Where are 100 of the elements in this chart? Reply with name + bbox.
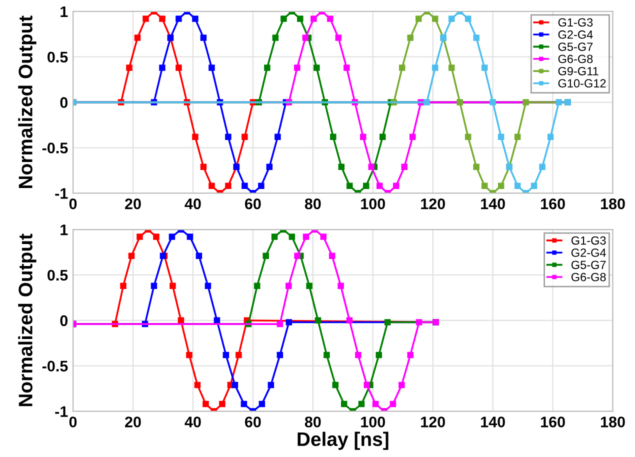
point: [186, 352, 192, 358]
point: [481, 182, 488, 190]
y-axis-title: Normalized Output: [18, 16, 36, 188]
point: [192, 134, 198, 140]
point: [194, 382, 201, 388]
point: [448, 16, 455, 22]
point: [208, 64, 215, 71]
x-tick-label: 160: [541, 416, 565, 428]
point: [355, 352, 362, 358]
point: [314, 64, 320, 71]
point: [344, 64, 350, 71]
point: [153, 234, 160, 240]
x-tick-label: 100: [361, 416, 386, 428]
x-tick-label: 0: [69, 416, 77, 428]
point: [556, 99, 562, 106]
x-tick-label: 40: [184, 416, 201, 428]
point: [368, 164, 375, 170]
point: [363, 182, 370, 190]
point: [302, 34, 309, 41]
legend-label: G1-G3: [558, 18, 593, 27]
point: [338, 282, 344, 290]
point: [498, 182, 504, 190]
x-tick-label: 60: [245, 416, 261, 428]
point: [473, 164, 480, 170]
point: [340, 400, 348, 408]
point: [274, 134, 281, 140]
point: [335, 34, 342, 41]
point: [314, 317, 322, 324]
point: [376, 352, 382, 358]
point: [539, 164, 546, 170]
point: [225, 182, 232, 190]
point: [258, 400, 266, 408]
point: [280, 16, 287, 22]
x-tick-label: 140: [481, 416, 505, 428]
point: [409, 134, 416, 140]
point: [346, 317, 353, 324]
point: [481, 64, 488, 71]
point: [294, 64, 300, 71]
point: [376, 182, 383, 190]
x-tick-label: 120: [421, 416, 445, 428]
x-tick-label: 140: [481, 198, 505, 210]
legend-label: G1-G3: [571, 236, 606, 245]
y-tick-label: -0.5: [42, 360, 68, 372]
point: [364, 382, 370, 388]
y-tick-label: 0.5: [48, 52, 68, 63]
point: [514, 134, 521, 140]
point: [328, 252, 336, 260]
x-tick-label: 180: [600, 416, 625, 428]
point: [360, 134, 366, 140]
point: [380, 134, 386, 140]
point: [126, 64, 132, 71]
x-tick-label: 80: [304, 416, 321, 428]
point: [192, 16, 198, 22]
point: [240, 400, 248, 408]
point: [398, 382, 405, 388]
point: [286, 319, 292, 326]
point: [384, 319, 391, 326]
legend-label: G6-G8: [558, 54, 593, 64]
point: [150, 282, 158, 290]
point: [236, 352, 242, 358]
point: [242, 182, 248, 190]
x-tick-label: 160: [541, 198, 565, 210]
point: [432, 16, 438, 22]
point: [498, 134, 504, 140]
point: [390, 400, 396, 408]
point: [208, 182, 215, 190]
point: [264, 64, 270, 71]
point: [266, 164, 273, 170]
point: [120, 282, 126, 290]
point: [222, 352, 230, 358]
point: [202, 400, 209, 408]
point: [168, 234, 176, 240]
point: [200, 164, 207, 170]
point: [547, 134, 554, 140]
point: [490, 99, 496, 106]
y-tick-label: -0.5: [42, 142, 68, 154]
point: [302, 234, 310, 240]
legend-label: G9-G11: [558, 66, 598, 76]
y-tick-label: 1: [60, 224, 68, 236]
point: [424, 99, 430, 106]
point: [327, 16, 334, 22]
point: [225, 134, 232, 140]
legend-label: G5-G7: [558, 42, 593, 51]
point: [134, 34, 141, 41]
point: [514, 182, 521, 190]
point: [416, 319, 422, 326]
point: [204, 282, 212, 290]
legend-label: G2-G4: [571, 248, 606, 257]
point: [324, 352, 330, 358]
point: [464, 16, 472, 22]
y-axis-title: Normalized Output: [18, 234, 36, 406]
point: [128, 252, 135, 260]
point: [332, 382, 339, 388]
x-tick-label: 80: [304, 198, 321, 210]
y-tick-label: 1: [60, 6, 68, 17]
point: [456, 99, 463, 106]
x-tick-label: 180: [600, 198, 625, 210]
point: [242, 134, 248, 140]
point: [297, 16, 304, 22]
point: [276, 352, 284, 358]
